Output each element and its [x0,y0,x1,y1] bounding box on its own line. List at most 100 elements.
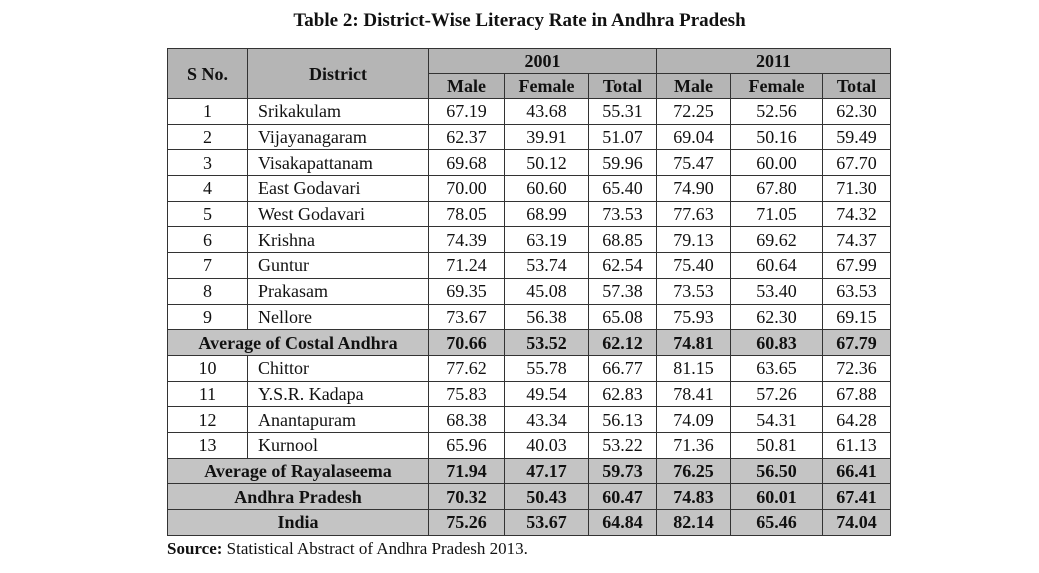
table-cell: 54.31 [730,406,823,433]
table-cell: 53.40 [730,277,823,305]
table-cell: 12 [167,406,248,433]
table-cell: 67.88 [822,380,891,408]
table-cell: 67.99 [822,252,891,279]
table-cell: 70.00 [428,175,505,202]
table-cell: 5 [167,200,248,228]
table-cell: Kurnool [247,431,429,459]
table-cell: 57.38 [588,277,657,305]
table-cell: 43.68 [504,98,589,125]
table-cell: Average of Costal Andhra [167,329,429,356]
table-cell: 49.54 [504,380,589,408]
table-cell: 75.26 [428,509,505,536]
table-cell: 13 [167,431,248,459]
table-cell: 60.00 [730,149,823,177]
table-title: Table 2: District-Wise Literacy Rate in … [293,10,746,31]
summary-row: Andhra Pradesh 70.32 50.43 60.47 74.83 60.01 6… [167,483,891,510]
table-cell: 45.08 [504,277,589,305]
header-cell: 2011 [656,48,891,74]
table-cell: 4 [167,175,248,202]
data-row: 13 Kurnool 65.96 40.03 53.22 71.36 50.81 61.13 [167,431,891,459]
table-cell: 9 [167,303,248,331]
table-cell: 39.91 [504,123,589,151]
table-cell: 71.05 [730,200,823,228]
table-cell: 69.15 [822,303,891,331]
table-cell: 73.67 [428,303,505,331]
table-cell: 72.25 [656,98,731,125]
table-cell: 67.80 [730,175,823,202]
table-cell: 10 [167,354,248,382]
header-cell: Total [588,73,657,99]
table-cell: 71.36 [656,431,731,459]
table-cell: East Godavari [247,175,429,202]
table-cell: Visakapattanam [247,149,429,177]
table-cell: 50.81 [730,431,823,459]
table-cell: Vijayanagaram [247,123,429,151]
table-cell: 63.65 [730,354,823,382]
table-cell: 56.50 [730,457,823,485]
table-cell: 68.85 [588,226,657,254]
table-cell: 81.15 [656,354,731,382]
table-cell: 62.83 [588,380,657,408]
header-cell: Total [822,73,891,99]
table-cell: 70.32 [428,483,505,510]
table-cell: 55.31 [588,98,657,125]
data-row: 1 Srikakulam 67.19 43.68 55.31 72.25 52.56 62.3… [167,98,891,125]
table-cell: Krishna [247,226,429,254]
table-cell: 74.83 [656,483,731,510]
table-cell: 52.56 [730,98,823,125]
data-row: 5 West Godavari 78.05 68.99 73.53 77.63 71.05 7… [167,200,891,228]
table-cell: West Godavari [247,200,429,228]
table-cell: 60.47 [588,483,657,510]
header-cell: Male [656,73,731,99]
data-row: 8 Prakasam 69.35 45.08 57.38 73.53 53.40 63.53 [167,277,891,305]
table-cell: 68.38 [428,406,505,433]
table-cell: 74.09 [656,406,731,433]
header-cell: Male [428,73,505,99]
table-cell: 6 [167,226,248,254]
table-cell: Average of Rayalaseema [167,457,429,485]
header-cell: 2001 [428,48,657,74]
data-row: 9 Nellore 73.67 56.38 65.08 75.93 62.30 69.15 [167,303,891,331]
table-cell: 77.63 [656,200,731,228]
header-cell: Female [730,73,823,99]
source-label: Source: [167,539,223,558]
table-cell: 62.30 [822,98,891,125]
table-cell: 71.30 [822,175,891,202]
table-cell: 77.62 [428,354,505,382]
table-cell: 62.54 [588,252,657,279]
table-cell: 68.99 [504,200,589,228]
header-cell: S No. [167,48,248,99]
table-cell: Guntur [247,252,429,279]
table-cell: 78.05 [428,200,505,228]
table-cell: 65.40 [588,175,657,202]
table-body: 1 Srikakulam 67.19 43.68 55.31 72.25 52.56 62.3… [167,98,891,536]
header-row: S No. District 2001 2011 [167,48,891,99]
table-cell: 67.70 [822,149,891,177]
table-cell: 53.52 [504,329,589,356]
table-cell: 73.53 [656,277,731,305]
table-cell: 61.13 [822,431,891,459]
table-cell: 3 [167,149,248,177]
table-cell: 51.07 [588,123,657,151]
table-cell: 67.19 [428,98,505,125]
table-cell: 55.78 [504,354,589,382]
table-cell: Andhra Pradesh [167,483,429,510]
summary-row: India 75.26 53.67 64.84 82.14 65.46 74.04 [167,509,891,536]
table-cell: 64.28 [822,406,891,433]
table-cell: 59.73 [588,457,657,485]
table-cell: 60.60 [504,175,589,202]
table-cell: Chittor [247,354,429,382]
table-cell: India [167,509,429,536]
data-row: 10 Chittor 77.62 55.78 66.77 81.15 63.65 72.36 [167,354,891,382]
table-cell: 60.83 [730,329,823,356]
data-row: 6 Krishna 74.39 63.19 68.85 79.13 69.62 74.37 [167,226,891,254]
table-cell: 70.66 [428,329,505,356]
table-cell: 60.64 [730,252,823,279]
table-cell: 66.77 [588,354,657,382]
table-cell: 43.34 [504,406,589,433]
table-cell: 62.37 [428,123,505,151]
header-cell: District [247,48,429,99]
table-cell: 53.67 [504,509,589,536]
table-cell: 82.14 [656,509,731,536]
